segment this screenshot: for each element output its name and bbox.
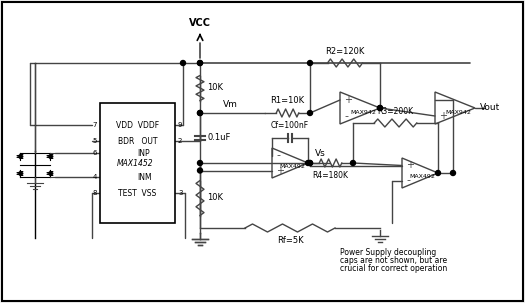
Text: Cf=100nF: Cf=100nF (271, 121, 309, 130)
Circle shape (308, 161, 312, 165)
Text: Rf=5K: Rf=5K (277, 236, 303, 245)
Circle shape (377, 105, 383, 111)
Circle shape (436, 171, 440, 175)
Text: R1=10K: R1=10K (270, 96, 304, 105)
Text: +: + (406, 161, 414, 171)
Circle shape (181, 61, 185, 65)
Text: 9: 9 (178, 122, 183, 128)
Text: 6: 6 (92, 150, 97, 156)
Text: MAX492: MAX492 (279, 165, 305, 169)
Text: Vs: Vs (315, 149, 326, 158)
Circle shape (308, 161, 312, 165)
Circle shape (197, 161, 203, 165)
Text: INM: INM (138, 172, 152, 181)
Text: Power Supply decoupling: Power Supply decoupling (340, 248, 436, 257)
Text: 0.1uF: 0.1uF (207, 134, 230, 142)
Text: -: - (406, 175, 410, 185)
Text: Vout: Vout (480, 104, 500, 112)
Text: 2: 2 (178, 138, 182, 144)
Circle shape (197, 111, 203, 115)
Circle shape (197, 61, 203, 65)
Circle shape (308, 111, 312, 115)
Circle shape (351, 161, 355, 165)
Text: VDD  VDDF: VDD VDDF (116, 121, 159, 129)
Text: MAX1452: MAX1452 (117, 158, 154, 168)
Circle shape (308, 61, 312, 65)
Circle shape (197, 168, 203, 173)
Circle shape (197, 111, 203, 115)
Text: INP: INP (138, 148, 150, 158)
Text: 4: 4 (92, 174, 97, 180)
Text: 10K: 10K (207, 194, 223, 202)
Text: TEST  VSS: TEST VSS (118, 188, 156, 198)
Text: -: - (344, 111, 348, 121)
Text: R4=180K: R4=180K (312, 171, 349, 180)
Text: 8: 8 (92, 190, 97, 196)
Text: 10K: 10K (207, 84, 223, 92)
Text: +: + (439, 111, 447, 121)
Circle shape (306, 161, 310, 165)
Circle shape (450, 171, 456, 175)
Bar (100, 103, 175, 223)
Text: R2=120K: R2=120K (326, 47, 365, 56)
Text: VCC: VCC (189, 18, 211, 28)
Text: MAX492: MAX492 (409, 175, 435, 179)
Text: caps are not shown, but are: caps are not shown, but are (340, 256, 447, 265)
Text: -: - (276, 151, 280, 161)
Text: +: + (344, 95, 352, 105)
Text: R3=200K: R3=200K (377, 107, 414, 116)
Circle shape (377, 105, 383, 111)
Text: MAX942: MAX942 (445, 109, 471, 115)
Text: 5: 5 (92, 138, 97, 144)
Text: Vm: Vm (223, 100, 237, 109)
Text: crucial for correct operation: crucial for correct operation (340, 264, 447, 273)
Circle shape (197, 61, 203, 65)
Text: 3: 3 (178, 190, 183, 196)
Text: MAX942: MAX942 (350, 109, 376, 115)
Text: 7: 7 (92, 122, 97, 128)
Text: -: - (439, 95, 443, 105)
Text: BDR   OUT: BDR OUT (118, 136, 158, 145)
Text: +: + (276, 165, 284, 175)
